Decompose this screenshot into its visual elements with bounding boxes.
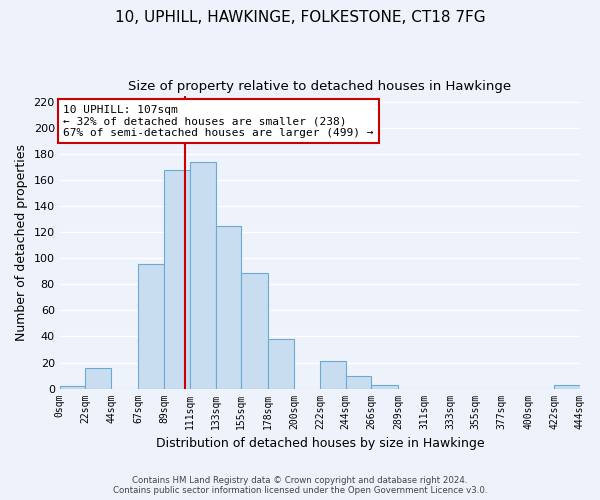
Bar bbox=[554, 384, 580, 388]
Bar bbox=[138, 264, 164, 388]
Bar bbox=[190, 162, 215, 388]
Bar bbox=[85, 368, 111, 388]
Bar bbox=[346, 376, 371, 388]
Y-axis label: Number of detached properties: Number of detached properties bbox=[15, 144, 28, 340]
Text: 10, UPHILL, HAWKINGE, FOLKESTONE, CT18 7FG: 10, UPHILL, HAWKINGE, FOLKESTONE, CT18 7… bbox=[115, 10, 485, 25]
Text: Contains HM Land Registry data © Crown copyright and database right 2024.
Contai: Contains HM Land Registry data © Crown c… bbox=[113, 476, 487, 495]
Bar bbox=[164, 170, 190, 388]
Bar bbox=[371, 384, 398, 388]
Bar bbox=[215, 226, 241, 388]
Bar bbox=[320, 361, 346, 388]
Bar bbox=[241, 272, 268, 388]
Bar bbox=[268, 339, 294, 388]
Title: Size of property relative to detached houses in Hawkinge: Size of property relative to detached ho… bbox=[128, 80, 511, 93]
Text: 10 UPHILL: 107sqm
← 32% of detached houses are smaller (238)
67% of semi-detache: 10 UPHILL: 107sqm ← 32% of detached hous… bbox=[63, 104, 374, 138]
Bar bbox=[59, 386, 85, 388]
X-axis label: Distribution of detached houses by size in Hawkinge: Distribution of detached houses by size … bbox=[155, 437, 484, 450]
